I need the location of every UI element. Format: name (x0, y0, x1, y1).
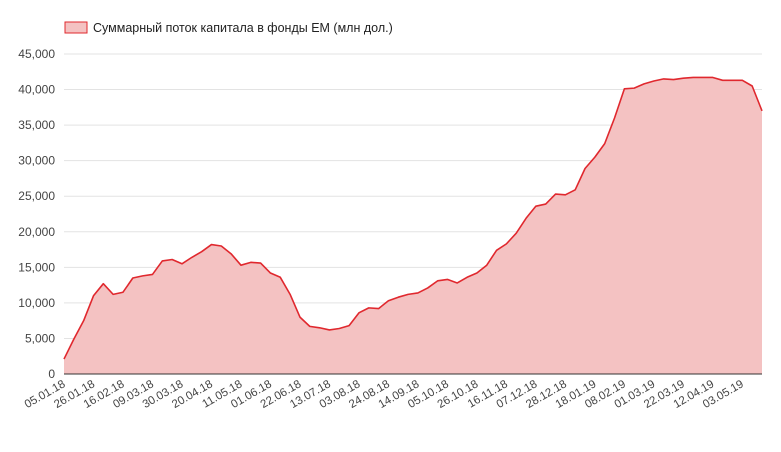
data-point (92, 295, 94, 297)
y-tick-label: 25,000 (18, 189, 55, 203)
data-point (407, 293, 409, 295)
data-point (250, 261, 252, 263)
data-point (702, 76, 704, 78)
y-tick-label: 40,000 (18, 83, 55, 97)
data-point (682, 77, 684, 79)
y-tick-label: 20,000 (18, 225, 55, 239)
data-point (210, 244, 212, 246)
data-point (564, 194, 566, 196)
data-point (594, 156, 596, 158)
data-point (643, 83, 645, 85)
data-point (63, 358, 65, 360)
data-point (132, 277, 134, 279)
data-point (142, 275, 144, 277)
data-point (417, 292, 419, 294)
data-point (614, 117, 616, 119)
y-tick-label: 30,000 (18, 154, 55, 168)
data-point (545, 203, 547, 205)
data-point (604, 143, 606, 145)
data-point (309, 325, 311, 327)
legend-label: Суммарный поток капитала в фонды ЕМ (млн… (93, 21, 393, 35)
data-point (751, 85, 753, 87)
data-point (732, 79, 734, 81)
data-point (761, 110, 763, 112)
y-tick-label: 15,000 (18, 260, 55, 274)
data-point (191, 256, 193, 258)
data-point (505, 243, 507, 245)
data-point (584, 167, 586, 169)
y-tick-label: 5,000 (25, 331, 55, 345)
data-point (692, 76, 694, 78)
y-tick-label: 10,000 (18, 296, 55, 310)
data-point (515, 232, 517, 234)
data-point (574, 189, 576, 191)
data-point (456, 282, 458, 284)
data-point (653, 80, 655, 82)
legend-swatch (64, 21, 88, 34)
y-tick-label: 45,000 (18, 47, 55, 61)
area-fill (64, 77, 762, 374)
data-point (535, 205, 537, 207)
data-point (496, 249, 498, 251)
data-point (201, 251, 203, 253)
data-point (427, 287, 429, 289)
data-point (269, 272, 271, 274)
data-point (230, 253, 232, 255)
data-point (722, 79, 724, 81)
data-point (319, 327, 321, 329)
data-point (673, 79, 675, 81)
data-point (476, 272, 478, 274)
data-point (633, 87, 635, 89)
data-point (299, 316, 301, 318)
data-point (83, 320, 85, 322)
data-point (260, 262, 262, 264)
data-point (122, 291, 124, 293)
series-line (63, 76, 763, 360)
data-point (387, 300, 389, 302)
data-point (437, 280, 439, 282)
data-point (663, 78, 665, 80)
series-area (63, 76, 763, 374)
data-point (328, 329, 330, 331)
data-point (181, 263, 183, 265)
data-point (279, 276, 281, 278)
data-point (338, 327, 340, 329)
data-point (73, 338, 75, 340)
data-point (161, 260, 163, 262)
data-point (289, 293, 291, 295)
data-point (525, 217, 527, 219)
data-point (358, 312, 360, 314)
data-point (151, 273, 153, 275)
data-point (397, 296, 399, 298)
data-point (348, 325, 350, 327)
data-point (486, 264, 488, 266)
data-point (623, 88, 625, 90)
data-point (102, 283, 104, 285)
data-point (378, 308, 380, 310)
legend: Суммарный поток капитала в фонды ЕМ (млн… (64, 21, 393, 35)
y-tick-label: 0 (48, 367, 55, 381)
data-point (171, 259, 173, 261)
data-point (368, 307, 370, 309)
data-point (240, 264, 242, 266)
data-point (112, 293, 114, 295)
data-point (712, 76, 714, 78)
data-point (741, 79, 743, 81)
data-point (446, 278, 448, 280)
data-point (466, 276, 468, 278)
data-point (220, 245, 222, 247)
y-tick-label: 35,000 (18, 118, 55, 132)
data-point (555, 193, 557, 195)
